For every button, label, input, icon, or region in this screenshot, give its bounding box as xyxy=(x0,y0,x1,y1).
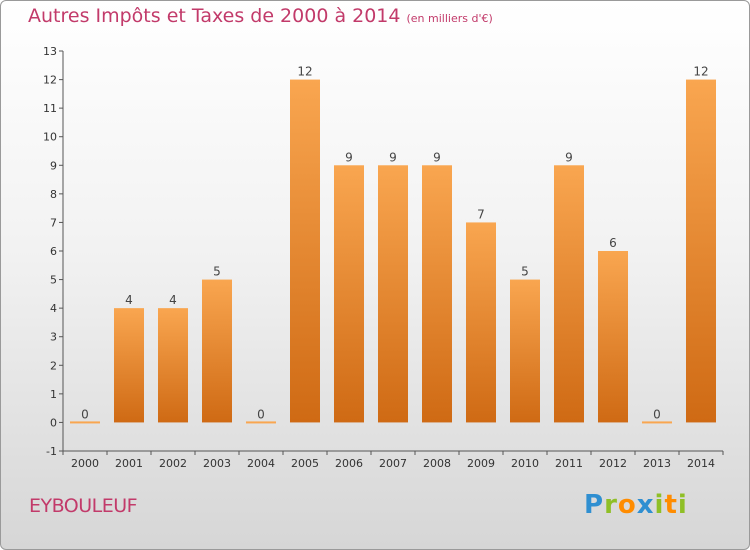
bar xyxy=(598,251,628,423)
bar xyxy=(70,421,100,424)
bar xyxy=(290,79,320,423)
x-tick-label: 2009 xyxy=(467,457,495,470)
y-tick-label: -1 xyxy=(46,445,57,458)
bar xyxy=(114,308,144,423)
logo-letter: P xyxy=(584,490,605,520)
y-tick-label: 10 xyxy=(43,131,57,144)
data-label: 12 xyxy=(297,65,312,79)
logo-letter: x xyxy=(636,490,655,520)
x-tick-label: 2007 xyxy=(379,457,407,470)
bar xyxy=(554,165,584,423)
proxiti-logo: Proxiti xyxy=(584,490,688,520)
y-tick-label: 6 xyxy=(50,245,57,258)
bar xyxy=(334,165,364,423)
y-tick-label: 12 xyxy=(43,74,57,87)
data-label: 7 xyxy=(477,207,485,221)
bar xyxy=(686,79,716,423)
chart-title-text: Autres Impôts et Taxes de 2000 à 2014 xyxy=(28,5,401,27)
data-label: 5 xyxy=(521,265,529,279)
chart-title: Autres Impôts et Taxes de 2000 à 2014 (en… xyxy=(28,5,493,27)
data-label: 9 xyxy=(389,150,397,164)
chart-unit-note: (en milliers d'€) xyxy=(406,12,493,25)
bar xyxy=(642,421,672,424)
x-tick-label: 2011 xyxy=(555,457,583,470)
y-tick-label: 7 xyxy=(50,216,57,229)
bar xyxy=(378,165,408,423)
y-tick-label: 11 xyxy=(43,102,57,115)
bar xyxy=(158,308,188,423)
data-label: 4 xyxy=(169,293,177,307)
y-tick-label: 5 xyxy=(50,274,57,287)
y-tick-label: 9 xyxy=(50,159,57,172)
data-label: 0 xyxy=(653,407,661,421)
x-tick-label: 2006 xyxy=(335,457,363,470)
logo-letter: i xyxy=(654,490,665,520)
logo-letter: o xyxy=(617,490,637,520)
data-label: 0 xyxy=(257,407,265,421)
x-tick-label: 2003 xyxy=(203,457,231,470)
x-tick-label: 2012 xyxy=(599,457,627,470)
data-label: 6 xyxy=(609,236,617,250)
y-tick-label: 8 xyxy=(50,188,57,201)
logo-letter: i xyxy=(677,490,688,520)
x-tick-label: 2005 xyxy=(291,457,319,470)
x-tick-label: 2014 xyxy=(687,457,715,470)
x-tick-label: 2002 xyxy=(159,457,187,470)
bar xyxy=(422,165,452,423)
y-tick-label: 4 xyxy=(50,302,57,315)
data-label: 0 xyxy=(81,407,89,421)
x-tick-label: 2010 xyxy=(511,457,539,470)
bar xyxy=(510,279,540,423)
data-label: 9 xyxy=(345,150,353,164)
data-label: 5 xyxy=(213,265,221,279)
data-label: 9 xyxy=(565,150,573,164)
y-tick-label: 3 xyxy=(50,331,57,344)
x-tick-label: 2001 xyxy=(115,457,143,470)
data-label: 9 xyxy=(433,150,441,164)
x-tick-label: 2000 xyxy=(71,457,99,470)
bar xyxy=(466,222,496,423)
data-label: 4 xyxy=(125,293,133,307)
data-label: 12 xyxy=(693,65,708,79)
logo-letter: t xyxy=(664,490,678,520)
y-tick-label: 2 xyxy=(50,359,57,372)
x-tick-label: 2008 xyxy=(423,457,451,470)
place-name: EYBOULEUF xyxy=(29,495,138,517)
x-tick-label: 2013 xyxy=(643,457,671,470)
bar xyxy=(246,421,276,424)
x-tick-label: 2004 xyxy=(247,457,275,470)
logo-letter: r xyxy=(604,490,618,520)
bar xyxy=(202,279,232,423)
y-tick-label: 1 xyxy=(50,388,57,401)
y-tick-label: 0 xyxy=(50,416,57,429)
y-tick-label: 13 xyxy=(43,45,57,58)
